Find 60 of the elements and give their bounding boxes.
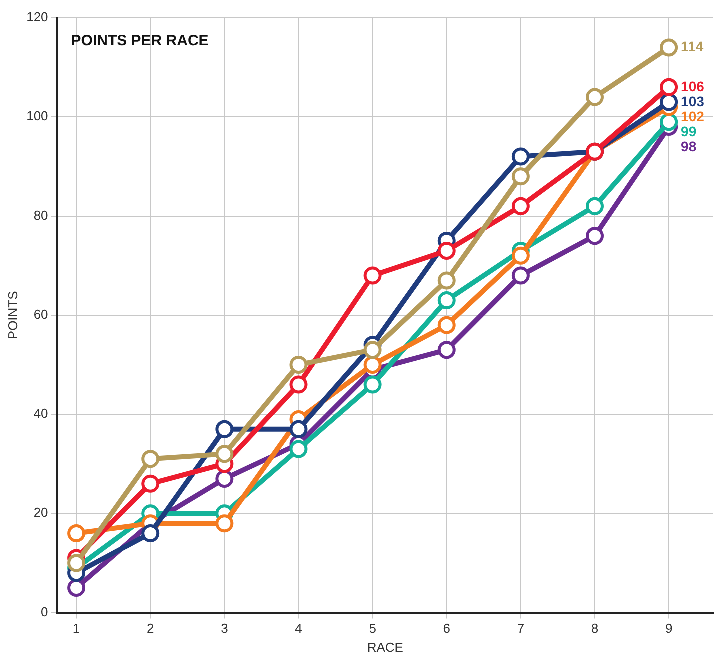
- point: [290, 440, 308, 458]
- point: [216, 514, 234, 533]
- point: [512, 197, 530, 216]
- text: POINTS PER RACE: [71, 32, 209, 50]
- point: [216, 445, 234, 464]
- point: [216, 470, 234, 488]
- y-tick-label: 120: [26, 10, 48, 25]
- x-tick-label: 2: [146, 621, 154, 636]
- y-axis-title: POINTS: [5, 290, 20, 340]
- x-axis-title: RACE: [367, 640, 404, 655]
- point: [142, 450, 160, 468]
- point: [142, 474, 160, 493]
- point: [660, 78, 678, 96]
- data-label: 102: [681, 108, 705, 124]
- point: [142, 524, 160, 542]
- data-label: 103: [681, 93, 705, 110]
- point: [68, 579, 86, 598]
- y-tick-label: 100: [26, 108, 48, 124]
- x-tick-label: 4: [295, 621, 302, 636]
- point: [438, 242, 456, 260]
- point: [438, 272, 456, 290]
- point: [512, 266, 530, 285]
- x-tick-label: 6: [443, 621, 450, 636]
- point: [364, 266, 382, 285]
- point: [512, 168, 530, 186]
- x-tick-label: 9: [665, 621, 673, 636]
- point: [68, 524, 86, 542]
- point: [512, 246, 530, 265]
- point: [438, 316, 456, 334]
- y-tick-label: 80: [34, 208, 48, 223]
- point: [438, 292, 456, 310]
- data-label: 114: [681, 38, 704, 55]
- data-label: 99: [681, 123, 697, 140]
- data-label: 106: [681, 78, 705, 94]
- point: [660, 93, 678, 112]
- point: [586, 197, 604, 216]
- y-tick-label: 60: [34, 306, 48, 322]
- data-label: 98: [681, 138, 697, 154]
- x-tick-label: 5: [369, 621, 376, 636]
- point: [290, 356, 308, 374]
- point: [660, 113, 678, 132]
- x-tick-label: 7: [517, 621, 525, 636]
- point: [364, 341, 382, 360]
- point: [216, 420, 234, 438]
- point: [68, 554, 86, 572]
- point: [512, 148, 530, 166]
- y-tick-label: 0: [41, 604, 48, 620]
- y-tick-label: 40: [34, 406, 48, 422]
- point: [290, 376, 308, 394]
- point: [660, 38, 678, 57]
- point: [438, 341, 456, 360]
- x-tick-label: 8: [591, 621, 599, 636]
- point: [364, 376, 382, 394]
- point: [290, 420, 308, 438]
- point: [586, 227, 604, 246]
- x-tick-label: 3: [221, 621, 228, 636]
- point: [364, 356, 382, 374]
- x-tick-label: 1: [72, 621, 80, 636]
- point: [586, 88, 604, 106]
- y-tick-label: 20: [34, 505, 48, 520]
